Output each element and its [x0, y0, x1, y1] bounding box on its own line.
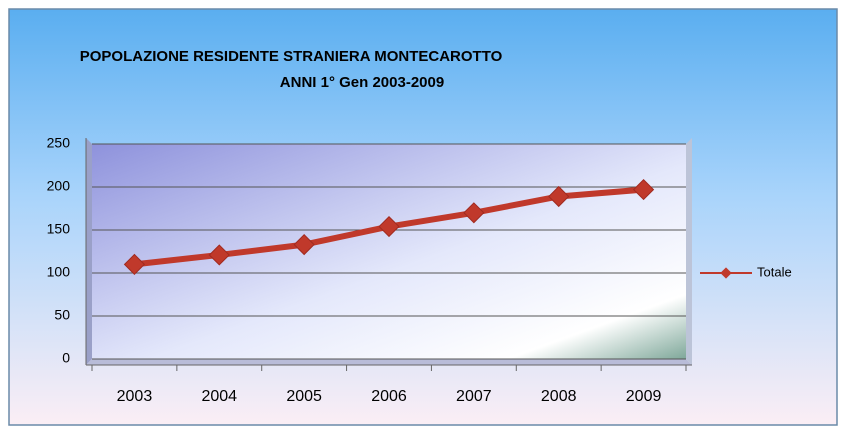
plot-floor — [86, 359, 692, 365]
point-marker — [208, 244, 230, 266]
plot-area — [92, 144, 686, 359]
x-tick-label: 2007 — [456, 388, 492, 405]
y-tick-label: 0 — [62, 350, 70, 366]
x-tick-label: 2009 — [626, 388, 662, 405]
plot-wall — [86, 138, 92, 365]
point-marker — [463, 202, 485, 224]
chart-subtitle: ANNI 1° Gen 2003-2009 — [280, 74, 444, 91]
x-tick-label: 2006 — [371, 388, 407, 405]
legend-label: Totale — [757, 264, 792, 279]
y-tick-label: 250 — [47, 135, 71, 151]
y-tick-label: 50 — [54, 307, 70, 323]
x-tick-label: 2004 — [201, 388, 237, 405]
point-marker — [123, 253, 146, 276]
x-tick-label: 2003 — [117, 388, 153, 405]
point-marker — [548, 185, 570, 208]
chart-title: POPOLAZIONE RESIDENTE STRANIERA MONTECAR… — [80, 48, 503, 65]
legend-marker — [720, 267, 732, 279]
x-tick-label: 2008 — [541, 388, 577, 405]
x-tick-label: 2005 — [286, 388, 322, 405]
y-tick-label: 200 — [47, 178, 71, 194]
y-tick-label: 100 — [47, 264, 71, 280]
plot-wall — [686, 138, 692, 365]
point-marker — [293, 234, 315, 256]
point-marker — [632, 178, 655, 201]
y-tick-label: 150 — [47, 221, 71, 237]
point-marker — [378, 215, 400, 238]
